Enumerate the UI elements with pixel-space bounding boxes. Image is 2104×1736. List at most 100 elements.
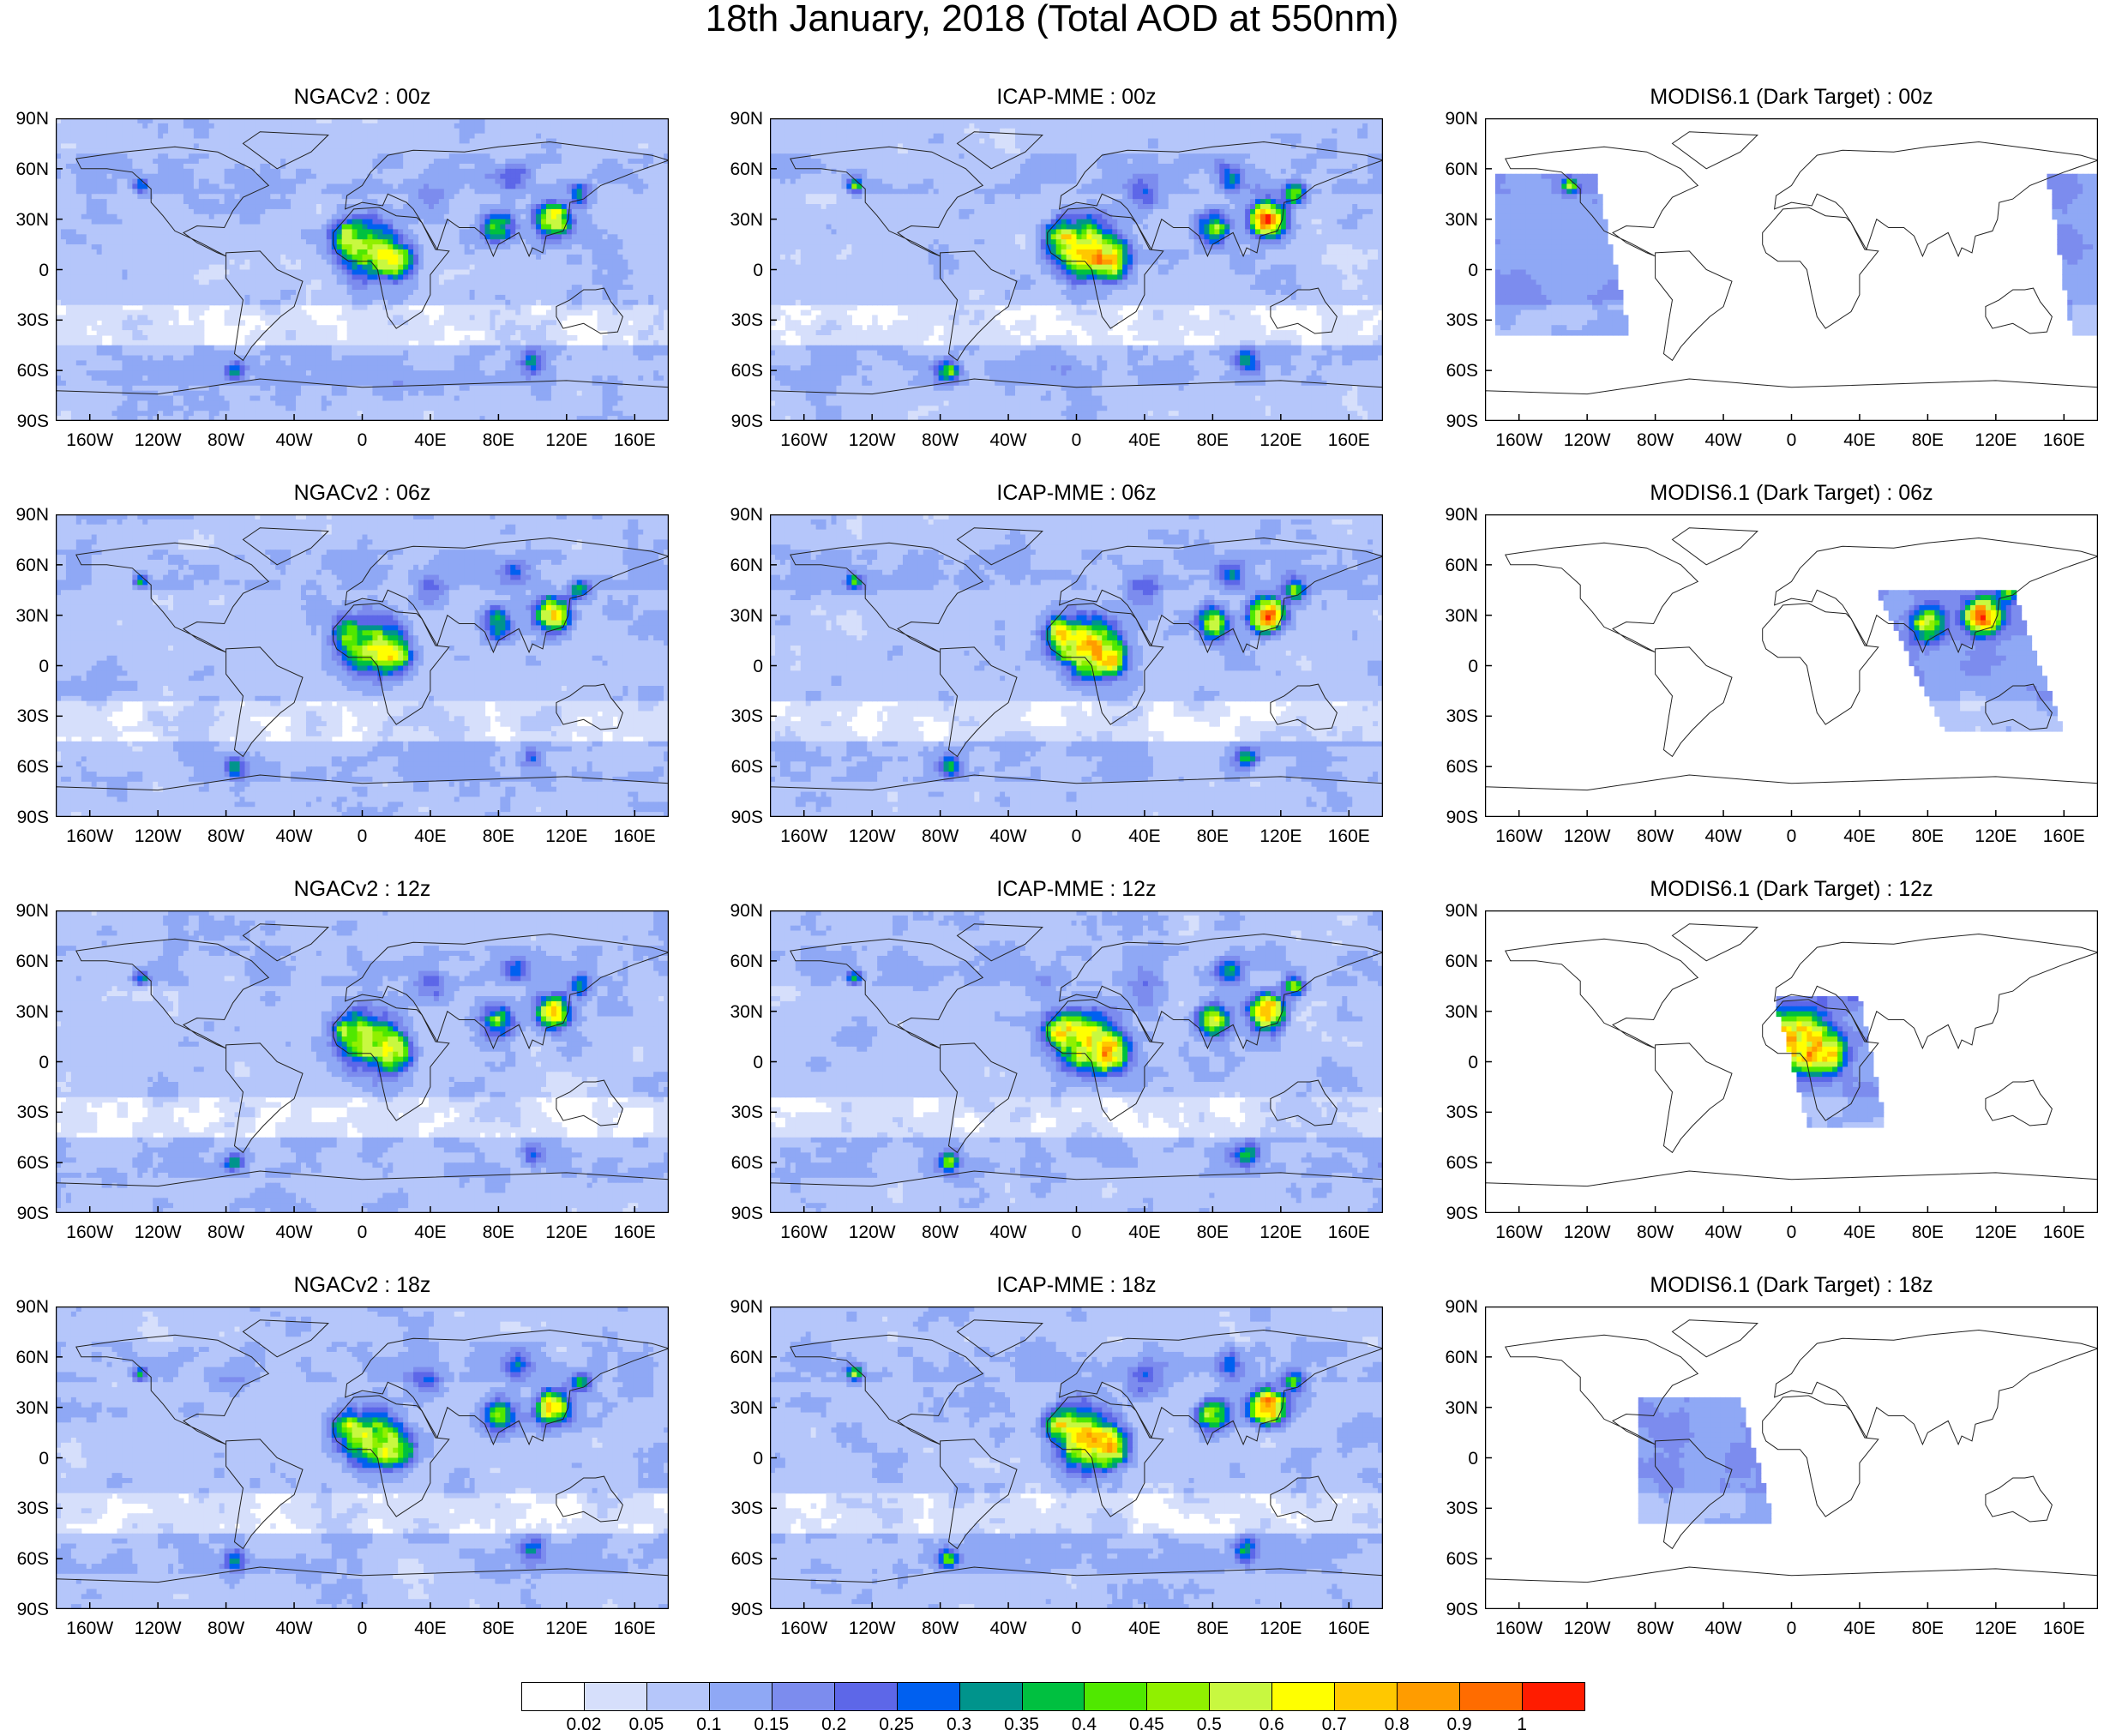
- aod-cell: [65, 178, 72, 185]
- aod-cell: [438, 168, 445, 175]
- aod-cell: [142, 183, 148, 189]
- aod-cell: [75, 244, 82, 250]
- aod-cell: [515, 173, 521, 180]
- aod-cell: [490, 234, 496, 240]
- aod-cell: [168, 244, 174, 250]
- aod-cell: [234, 254, 241, 261]
- aod-cell: [526, 294, 532, 301]
- aod-cell: [448, 229, 455, 235]
- aod-cell: [316, 254, 322, 261]
- aod-cell: [648, 274, 654, 280]
- aod-cell: [428, 123, 435, 129]
- aod-cell: [607, 269, 614, 275]
- aod-cell: [239, 229, 246, 235]
- aod-cell: [255, 208, 261, 215]
- aod-cell: [56, 330, 62, 336]
- aod-cell: [408, 168, 414, 175]
- aod-cell: [464, 133, 471, 140]
- aod-cell: [398, 234, 404, 240]
- aod-cell: [280, 254, 286, 261]
- aod-cell: [224, 254, 231, 261]
- aod-cell: [65, 279, 72, 285]
- aod-cell: [424, 264, 430, 271]
- aod-cell: [147, 194, 153, 200]
- aod-cell: [158, 133, 164, 140]
- aod-cell: [622, 269, 628, 275]
- aod-cell: [398, 285, 404, 291]
- aod-cell: [393, 168, 399, 175]
- aod-cell: [153, 290, 159, 296]
- aod-cell: [65, 199, 72, 205]
- aod-cell: [617, 143, 623, 149]
- aod-cell: [331, 279, 338, 285]
- aod-cell: [168, 264, 174, 271]
- aod-cell: [586, 123, 593, 129]
- aod-cell: [137, 249, 143, 255]
- aod-cell: [393, 159, 399, 165]
- aod-cell: [546, 259, 552, 266]
- aod-cell: [459, 269, 466, 275]
- aod-cell: [510, 118, 516, 124]
- aod-cell: [541, 168, 547, 175]
- aod-cell: [607, 163, 614, 170]
- aod-cell: [658, 168, 664, 175]
- aod-cell: [633, 299, 639, 306]
- aod-cell: [96, 159, 103, 165]
- aod-cell: [653, 159, 659, 165]
- aod-cell: [286, 249, 292, 255]
- aod-cell: [60, 239, 67, 245]
- aod-cell: [357, 239, 364, 245]
- aod-cell: [592, 163, 598, 170]
- aod-cell: [244, 199, 251, 205]
- aod-cell: [127, 159, 133, 165]
- aod-cell: [556, 183, 562, 189]
- aod-cell: [581, 204, 588, 210]
- aod-cell: [586, 208, 593, 215]
- aod-cell: [638, 229, 644, 235]
- aod-cell: [208, 244, 215, 250]
- aod-cell: [531, 143, 537, 149]
- aod-cell: [377, 168, 383, 175]
- aod-cell: [163, 173, 169, 180]
- aod-cell: [305, 330, 312, 336]
- aod-cell: [239, 290, 246, 296]
- aod-cell: [234, 274, 241, 280]
- aod-cell: [561, 219, 568, 225]
- aod-cell: [550, 183, 557, 189]
- aod-cell: [484, 183, 491, 189]
- aod-cell: [305, 143, 312, 149]
- aod-cell: [111, 183, 118, 189]
- aod-cell: [648, 208, 654, 215]
- aod-cell: [484, 204, 491, 210]
- aod-cell: [561, 304, 568, 311]
- aod-cell: [137, 320, 143, 326]
- aod-cell: [153, 239, 159, 245]
- aod-cell: [495, 299, 501, 306]
- aod-cell: [117, 138, 123, 145]
- aod-cell: [147, 299, 153, 306]
- aod-cell: [479, 309, 486, 316]
- aod-cell: [448, 133, 455, 140]
- aod-cell: [275, 299, 281, 306]
- aod-cell: [326, 128, 333, 135]
- aod-cell: [163, 168, 169, 175]
- aod-cell: [286, 309, 292, 316]
- aod-cell: [566, 285, 573, 291]
- aod-cell: [469, 299, 476, 306]
- aod-cell: [122, 254, 129, 261]
- aod-cell: [653, 269, 659, 275]
- aod-cell: [213, 244, 220, 250]
- aod-cell: [413, 163, 419, 170]
- aod-cell: [561, 269, 568, 275]
- aod-cell: [280, 264, 286, 271]
- aod-cell: [255, 259, 261, 266]
- aod-cell: [153, 309, 159, 316]
- aod-cell: [75, 304, 82, 311]
- aod-cell: [341, 264, 348, 271]
- aod-cell: [111, 204, 118, 210]
- aod-cell: [484, 213, 491, 220]
- aod-cell: [219, 259, 225, 266]
- aod-cell: [413, 194, 419, 200]
- aod-cell: [158, 320, 164, 326]
- aod-cell: [541, 143, 547, 149]
